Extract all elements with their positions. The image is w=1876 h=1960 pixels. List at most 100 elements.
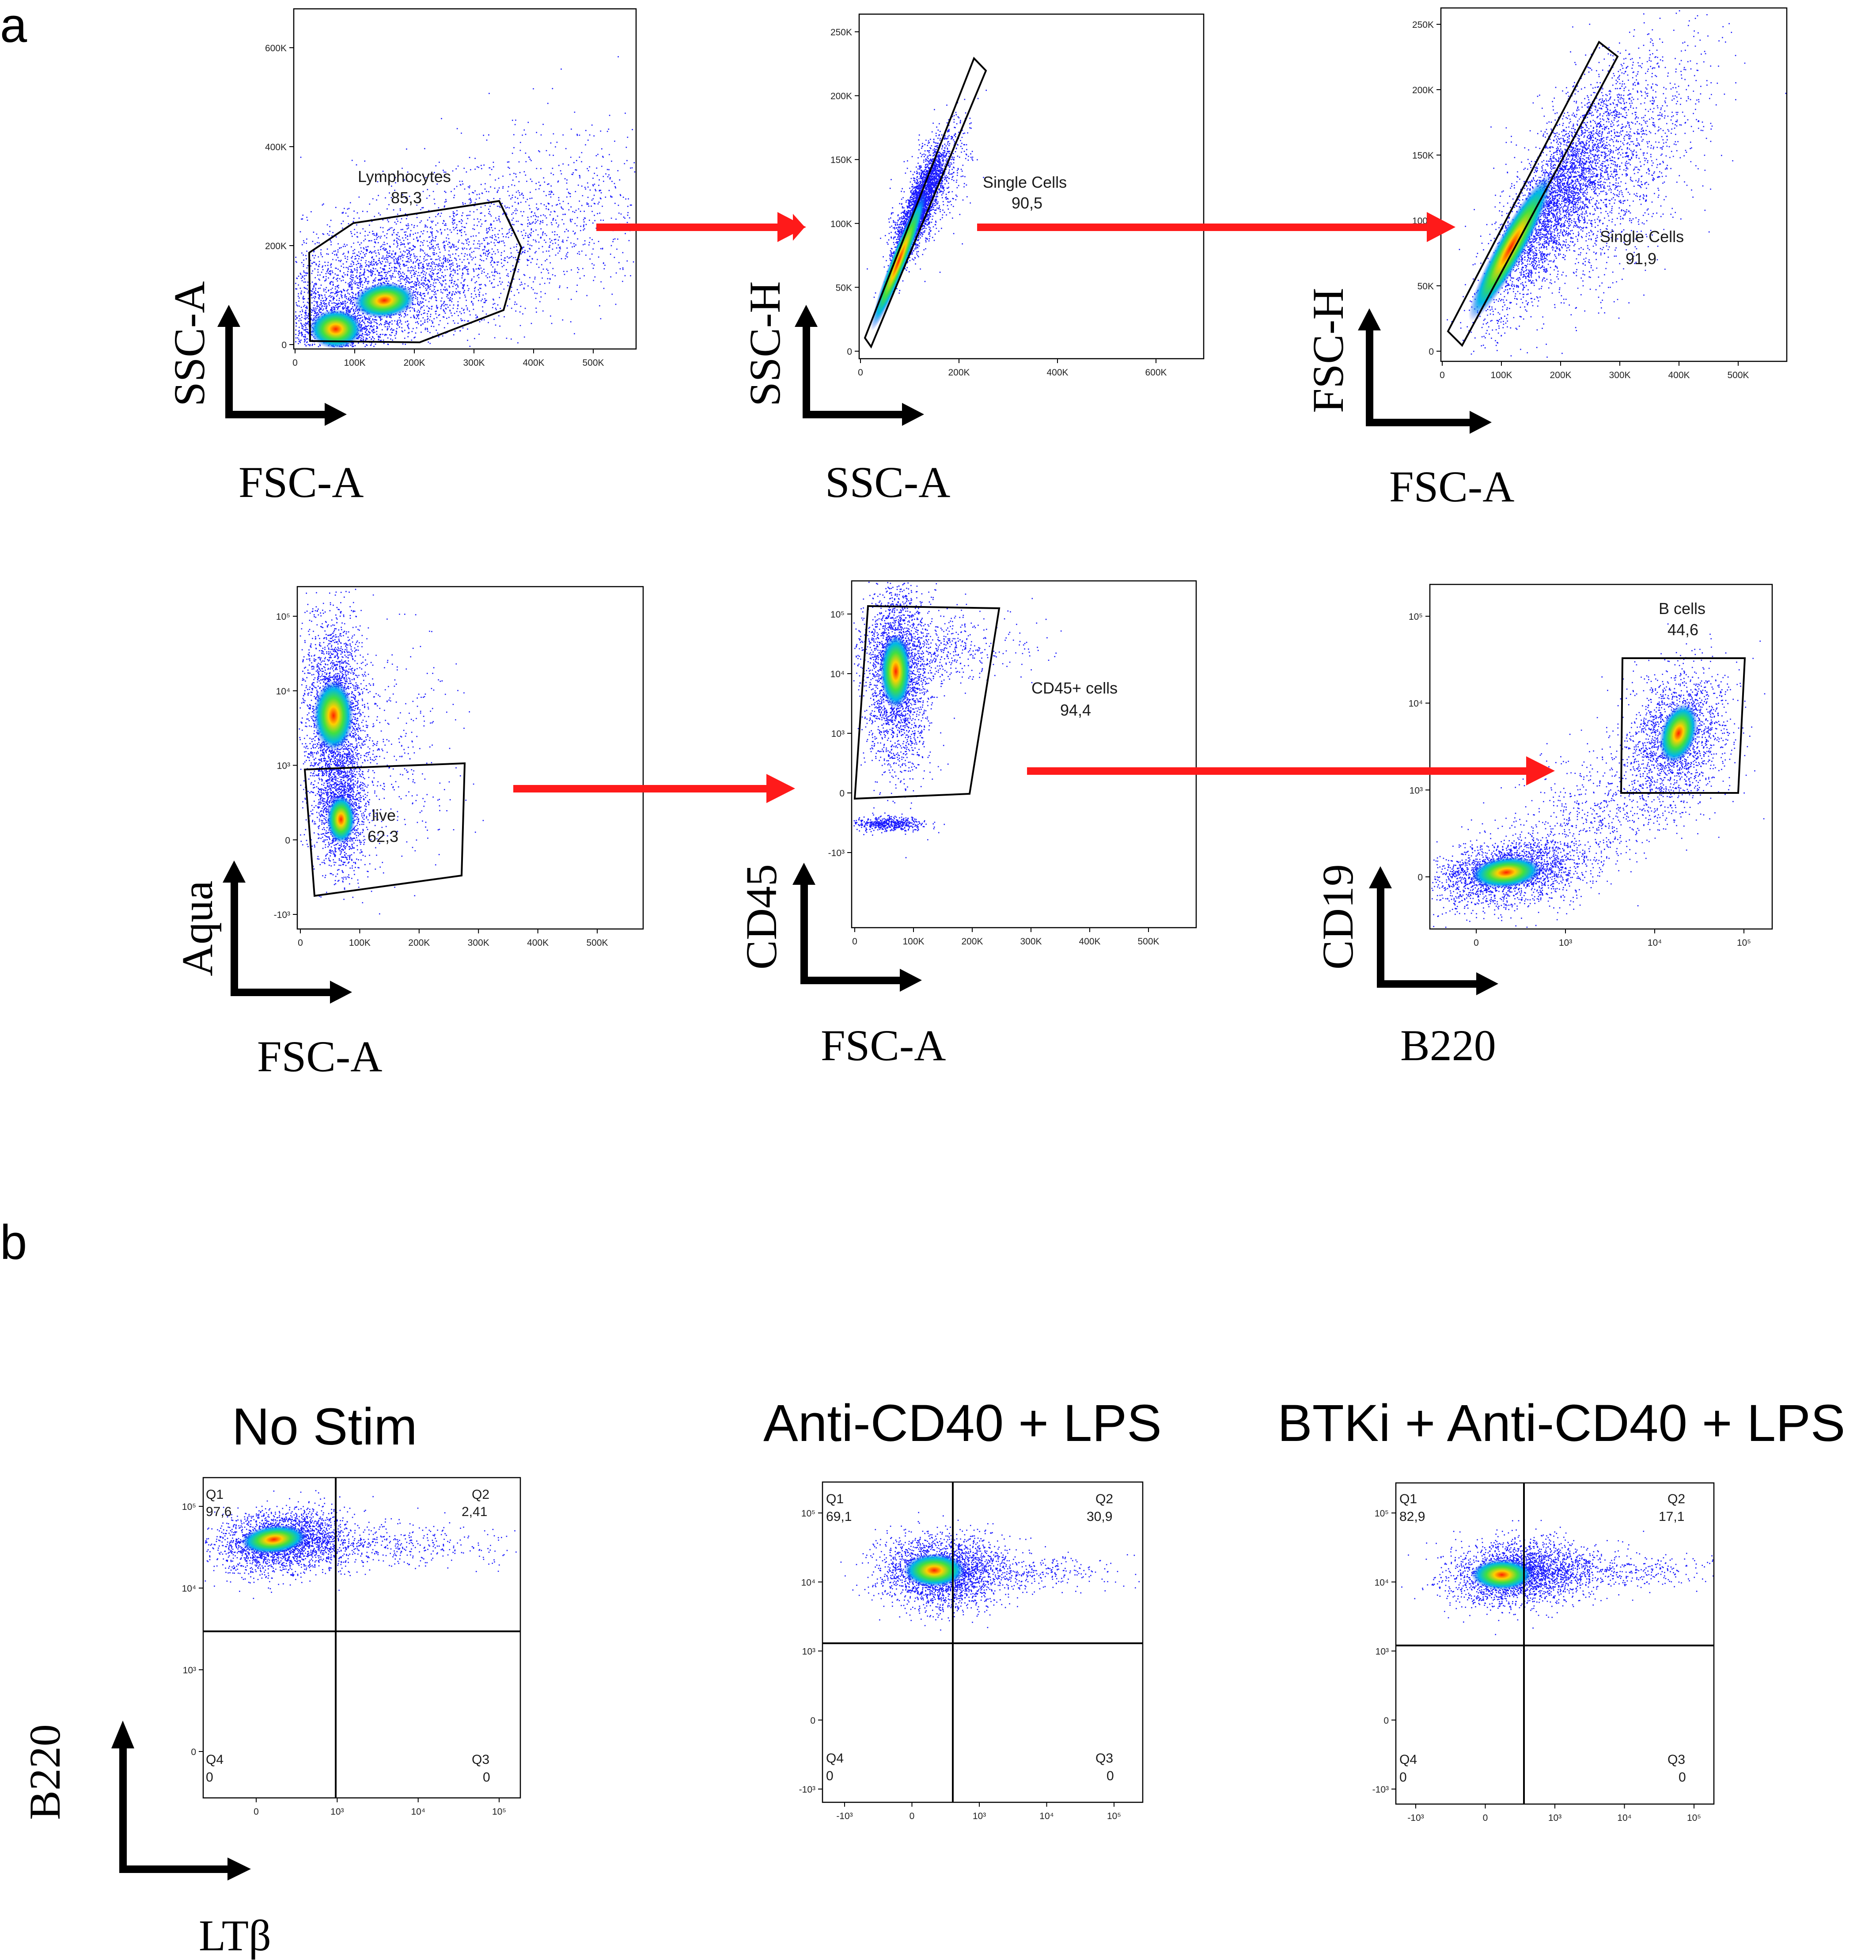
density-core <box>880 634 911 709</box>
y-tick-label: 250K <box>830 27 852 38</box>
x-ticks: 0 200K 400K 600K <box>858 359 1167 378</box>
x-tick-label: 0 <box>292 358 298 368</box>
x-tick-label: 10⁴ <box>1617 1813 1631 1823</box>
y-tick-label: -10³ <box>828 848 845 858</box>
x-tick-label: 500K <box>1137 936 1159 947</box>
y-ticks: -10³ 0 10³ 10⁴ 10⁵ <box>1372 1509 1396 1795</box>
x-axis-label: SSC-A <box>825 458 950 507</box>
y-axis-label: CD19 <box>1313 864 1362 970</box>
x-tick-label: 10³ <box>1559 938 1572 948</box>
gate-value: 94,4 <box>1060 701 1091 719</box>
y-ticks: 0 10³ 10⁴ 10⁵ <box>182 1502 203 1757</box>
y-tick-label: 10³ <box>831 729 845 739</box>
plot-single-cells-ssc: Single Cells 90,5 0 200K 400K 600K 0 50K 100K… <box>830 13 1205 378</box>
gate-value: 62,3 <box>368 827 398 845</box>
x-tick-label: 0 <box>852 936 857 947</box>
x-tick-label: 100K <box>349 938 371 948</box>
y-tick-label: -10³ <box>274 910 290 920</box>
y-tick-label: 10³ <box>1376 1647 1389 1657</box>
q2-label: Q2 <box>472 1487 489 1502</box>
x-tick-label: -10³ <box>836 1811 853 1821</box>
density-core <box>871 190 927 331</box>
x-tick-label: 400K <box>523 358 544 368</box>
x-tick-label: 400K <box>1046 368 1068 378</box>
y-tick-label: 10⁴ <box>1375 1577 1389 1588</box>
q4-label: Q4 <box>1399 1752 1417 1767</box>
x-axis-label: FSC-A <box>1389 462 1514 511</box>
axis-indicator-b <box>111 1721 251 1880</box>
x-tick-label: 200K <box>948 368 970 378</box>
gate-value: 44,6 <box>1668 621 1698 639</box>
plot-b-cells: B cells 44,6 0 10³ 10⁴ 10⁵ 0 10³ 10⁴ 10⁵ <box>1409 584 1773 948</box>
gate-name: Lymphocytes <box>358 167 451 186</box>
plot-single-cells-fsc: Single Cells 91,9 0 100K 200K 300K 400K 500K … <box>1412 7 1788 380</box>
y-axis-label: Aqua <box>173 880 222 976</box>
y-tick-label: 150K <box>830 155 852 165</box>
density-core <box>314 680 353 751</box>
y-tick-label: 400K <box>265 142 287 152</box>
q4-value: 0 <box>206 1770 213 1785</box>
x-tick-label: 400K <box>527 938 549 948</box>
q3-label: Q3 <box>1668 1752 1685 1767</box>
x-tick-label: 300K <box>463 358 485 368</box>
x-tick-label: 200K <box>1550 370 1571 380</box>
plot-frame <box>293 8 637 350</box>
y-tick-label: 600K <box>265 43 287 53</box>
x-tick-label: 400K <box>1079 936 1100 947</box>
y-ticks: -10³ 0 10³ 10⁴ 10⁵ <box>274 612 297 920</box>
x-axis-label: FSC-A <box>257 1032 382 1081</box>
plot-frame <box>822 1481 1144 1803</box>
y-tick-label: 10⁴ <box>830 669 845 679</box>
density-core <box>1659 703 1698 763</box>
y-tick-label: 10⁴ <box>182 1584 196 1594</box>
gating-arrows <box>513 212 1555 803</box>
gate-value: 90,5 <box>1012 194 1042 212</box>
x-tick-label: 10⁴ <box>1039 1811 1054 1821</box>
gate-lymphocytes <box>308 200 523 344</box>
event-dots <box>867 90 987 294</box>
gate-name: Single Cells <box>983 173 1067 191</box>
panel-label-a: a <box>0 0 27 53</box>
x-axis-label: B220 <box>1400 1021 1496 1070</box>
events-p1 <box>295 56 636 349</box>
q2-value: 30,9 <box>1087 1509 1112 1524</box>
events-q3 <box>1401 1520 1714 1635</box>
plot-frame <box>858 13 1205 360</box>
event-dots <box>1460 1544 1714 1593</box>
y-tick-label: 10⁵ <box>1409 612 1423 622</box>
y-tick-label: 10⁴ <box>801 1577 815 1588</box>
y-axis-label: B220 <box>20 1724 69 1820</box>
gate-value: 91,9 <box>1626 250 1656 268</box>
x-ticks: 0 10³ 10⁴ 10⁵ <box>1474 929 1751 948</box>
y-axis-label: FSC-H <box>1304 288 1353 413</box>
x-tick-label: 300K <box>1020 936 1042 947</box>
q1-label: Q1 <box>826 1492 844 1506</box>
events-p5 <box>853 581 1062 858</box>
y-tick-label: 0 <box>281 340 287 350</box>
y-tick-label: 100K <box>830 219 852 229</box>
y-tick-label: 10⁴ <box>1409 699 1423 709</box>
q3-label: Q3 <box>472 1752 489 1767</box>
x-tick-label: 200K <box>408 938 430 948</box>
y-tick-label: 10⁵ <box>276 612 290 622</box>
y-tick-label: 200K <box>265 241 287 251</box>
y-tick-label: 0 <box>810 1716 815 1726</box>
x-tick-label: 10⁵ <box>1107 1811 1121 1821</box>
y-tick-label: 50K <box>836 283 852 293</box>
y-tick-label: 200K <box>1412 85 1434 95</box>
x-tick-label: 10⁴ <box>411 1807 425 1817</box>
y-axis-label: SSC-A <box>165 281 214 406</box>
plot-cd45: CD45+ cells 94,4 0 100K 200K 300K 400K 500K -… <box>828 580 1197 947</box>
q3-label: Q3 <box>1095 1751 1113 1766</box>
x-tick-label: 500K <box>586 938 608 948</box>
arrow-p2-to-p3 <box>977 212 1455 242</box>
y-tick-label: 10³ <box>277 761 290 771</box>
events-p6 <box>1431 623 1766 928</box>
events-q1 <box>205 1490 517 1599</box>
x-ticks: 0 100K 200K 300K 400K 500K <box>1440 361 1749 380</box>
events-p4 <box>299 588 484 915</box>
plot-btki-anti-cd40-lps: Q1 82,9 Q2 17,1 Q3 0 Q4 0 -10³ 0 10³ 10⁴ 10⁵… <box>1372 1482 1715 1823</box>
x-tick-label: 0 <box>298 938 303 948</box>
